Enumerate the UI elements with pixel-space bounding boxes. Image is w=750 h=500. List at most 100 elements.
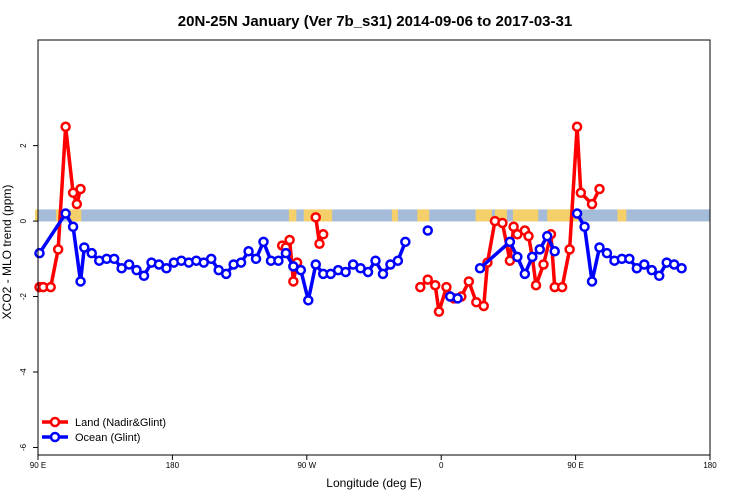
data-point — [586, 276, 598, 287]
data-point — [45, 281, 56, 293]
chart-title: 20N-25N January (Ver 7b_s31) 2014-09-06 … — [178, 13, 572, 30]
series-line — [575, 212, 683, 284]
data-point — [441, 281, 452, 293]
data-point — [71, 198, 83, 210]
x-tick-label: 180 — [166, 461, 180, 470]
data-point — [60, 121, 71, 133]
legend-swatch-marker — [49, 416, 61, 428]
land-patch — [617, 209, 627, 222]
legend-swatch-marker — [49, 431, 61, 443]
data-point — [377, 268, 389, 280]
land-ocean-band — [35, 209, 710, 222]
data-point — [123, 259, 135, 270]
data-point — [34, 247, 45, 259]
data-point — [161, 263, 172, 274]
data-point — [575, 187, 587, 199]
data-point — [258, 236, 269, 248]
data-point — [400, 236, 411, 248]
data-point — [564, 244, 575, 255]
data-point — [288, 276, 299, 287]
data-point — [504, 236, 516, 248]
data-point — [549, 246, 560, 257]
x-tick-label: 90 W — [297, 461, 316, 470]
y-tick-label: -2 — [19, 292, 28, 300]
data-point — [422, 225, 434, 236]
x-tick-label: 0 — [439, 461, 444, 470]
data-point — [67, 221, 79, 232]
y-tick-label: -4 — [19, 368, 28, 376]
data-point — [310, 259, 322, 270]
data-point — [220, 268, 232, 280]
data-point — [452, 293, 463, 304]
data-point — [422, 274, 434, 285]
y-tick-label: -6 — [19, 443, 28, 451]
y-axis: 2 0 -2 -4 -6 — [19, 143, 38, 451]
data-point — [52, 244, 64, 255]
land-patch — [35, 209, 38, 222]
x-tick-label: 180 — [703, 461, 717, 470]
data-point — [523, 230, 534, 242]
data-point — [571, 121, 583, 133]
data-point — [284, 234, 295, 246]
data-point — [571, 208, 583, 219]
y-axis-label: XCO2 - MLO trend (ppm) — [0, 185, 14, 320]
data-point — [138, 270, 150, 282]
data-point — [463, 276, 475, 287]
data-point — [601, 247, 613, 259]
data-point — [594, 183, 605, 195]
land-patch — [494, 209, 507, 222]
data-point — [538, 259, 549, 270]
data-point — [541, 230, 553, 242]
data-point — [586, 198, 598, 210]
data-point — [340, 266, 351, 278]
data-point — [519, 268, 531, 280]
legend-label: Ocean (Glint) — [75, 432, 140, 444]
data-point — [280, 247, 292, 259]
data-point — [295, 264, 307, 276]
data-point — [303, 295, 314, 306]
y-tick-label: 0 — [19, 218, 28, 223]
data-point — [314, 238, 325, 249]
data-point — [310, 212, 322, 223]
data-point — [594, 242, 605, 253]
legend-label: Land (Nadir&Glint) — [75, 417, 166, 429]
land-patch — [417, 209, 430, 222]
data-point — [86, 247, 98, 259]
land-patch — [288, 209, 297, 222]
plot-frame — [37, 39, 711, 456]
data-point — [429, 279, 441, 291]
x-axis-label: Longitude (deg E) — [326, 476, 421, 490]
data-point — [639, 259, 650, 270]
x-tick-label: 90 E — [30, 461, 46, 470]
data-point — [370, 255, 381, 266]
data-point — [131, 264, 142, 276]
y-tick-label: 2 — [19, 143, 28, 148]
land-patch — [512, 209, 539, 222]
data-point — [624, 253, 635, 265]
data-point — [362, 266, 374, 278]
land-patch — [475, 209, 492, 222]
series-layer — [34, 121, 687, 317]
data-point — [79, 242, 90, 253]
data-point — [415, 281, 426, 293]
data-point — [653, 270, 665, 282]
data-point — [646, 264, 658, 276]
series-1 — [34, 208, 687, 306]
data-point — [75, 183, 86, 195]
legend: Land (Nadir&Glint) Ocean (Glint) — [42, 416, 166, 444]
x-tick-label: 90 E — [567, 461, 583, 470]
data-point — [556, 281, 568, 293]
x-axis: 90 E 180 90 W 0 90 E 180 — [30, 455, 717, 470]
data-point — [250, 253, 262, 265]
data-point — [512, 251, 523, 263]
data-point — [527, 251, 538, 263]
data-point — [676, 263, 687, 274]
data-point — [534, 244, 546, 255]
data-point — [497, 217, 508, 229]
data-point — [392, 255, 404, 266]
ocean-band — [38, 209, 710, 222]
data-point — [235, 257, 247, 268]
data-point — [478, 300, 490, 312]
data-point — [433, 306, 445, 317]
